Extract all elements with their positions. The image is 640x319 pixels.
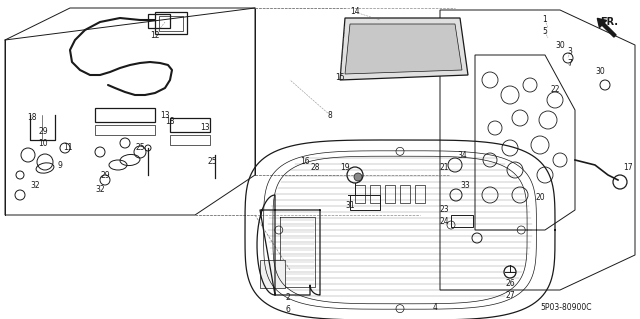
Bar: [370, 185, 380, 203]
Bar: [355, 185, 365, 203]
Text: 1: 1: [543, 16, 547, 25]
Polygon shape: [340, 18, 468, 80]
Text: 14: 14: [350, 8, 360, 17]
Bar: [170, 135, 210, 145]
Text: 7: 7: [568, 60, 572, 69]
Text: 29: 29: [100, 170, 110, 180]
Circle shape: [354, 173, 362, 181]
Text: 22: 22: [550, 85, 560, 94]
Bar: [260, 260, 285, 288]
Bar: [451, 215, 473, 227]
Text: 4: 4: [433, 303, 437, 313]
Text: 5P03-80900C: 5P03-80900C: [540, 303, 591, 313]
Text: 32: 32: [95, 186, 105, 195]
Text: 20: 20: [535, 194, 545, 203]
Text: 24: 24: [439, 218, 449, 226]
Text: 34: 34: [457, 151, 467, 160]
Bar: [350, 195, 380, 210]
Text: 16: 16: [300, 158, 310, 167]
Text: 5: 5: [543, 27, 547, 36]
Bar: [385, 185, 395, 203]
Text: 15: 15: [335, 73, 345, 83]
Text: 19: 19: [340, 164, 350, 173]
Bar: [170, 118, 210, 132]
Text: 13: 13: [200, 123, 210, 132]
Bar: [400, 185, 410, 203]
Text: 31: 31: [345, 201, 355, 210]
Text: 26: 26: [505, 279, 515, 288]
Text: FR.: FR.: [600, 17, 618, 27]
Text: 8: 8: [328, 110, 332, 120]
Text: 25: 25: [207, 158, 217, 167]
Text: 13: 13: [160, 110, 170, 120]
Text: 2: 2: [285, 293, 291, 302]
Text: 25: 25: [135, 144, 145, 152]
Text: 18: 18: [165, 117, 175, 127]
Bar: [159, 16, 183, 31]
Text: 21: 21: [439, 164, 449, 173]
Text: 32: 32: [30, 181, 40, 189]
Text: 12: 12: [150, 31, 160, 40]
Text: 18: 18: [28, 114, 36, 122]
Text: 33: 33: [460, 181, 470, 189]
Bar: [95, 125, 155, 135]
Bar: [148, 14, 170, 28]
Text: 27: 27: [505, 291, 515, 300]
Polygon shape: [345, 24, 462, 74]
Bar: [155, 12, 187, 34]
Bar: [95, 108, 155, 122]
Text: 30: 30: [555, 41, 565, 49]
Text: 3: 3: [568, 48, 572, 56]
Bar: [415, 185, 425, 203]
Text: 10: 10: [38, 138, 48, 147]
Text: 23: 23: [439, 205, 449, 214]
Text: 9: 9: [58, 160, 63, 169]
Text: 29: 29: [38, 128, 48, 137]
Text: 30: 30: [595, 68, 605, 77]
Text: 28: 28: [310, 164, 320, 173]
Text: 11: 11: [63, 144, 73, 152]
Text: 17: 17: [623, 164, 633, 173]
Text: 6: 6: [285, 306, 291, 315]
FancyArrow shape: [597, 19, 616, 37]
